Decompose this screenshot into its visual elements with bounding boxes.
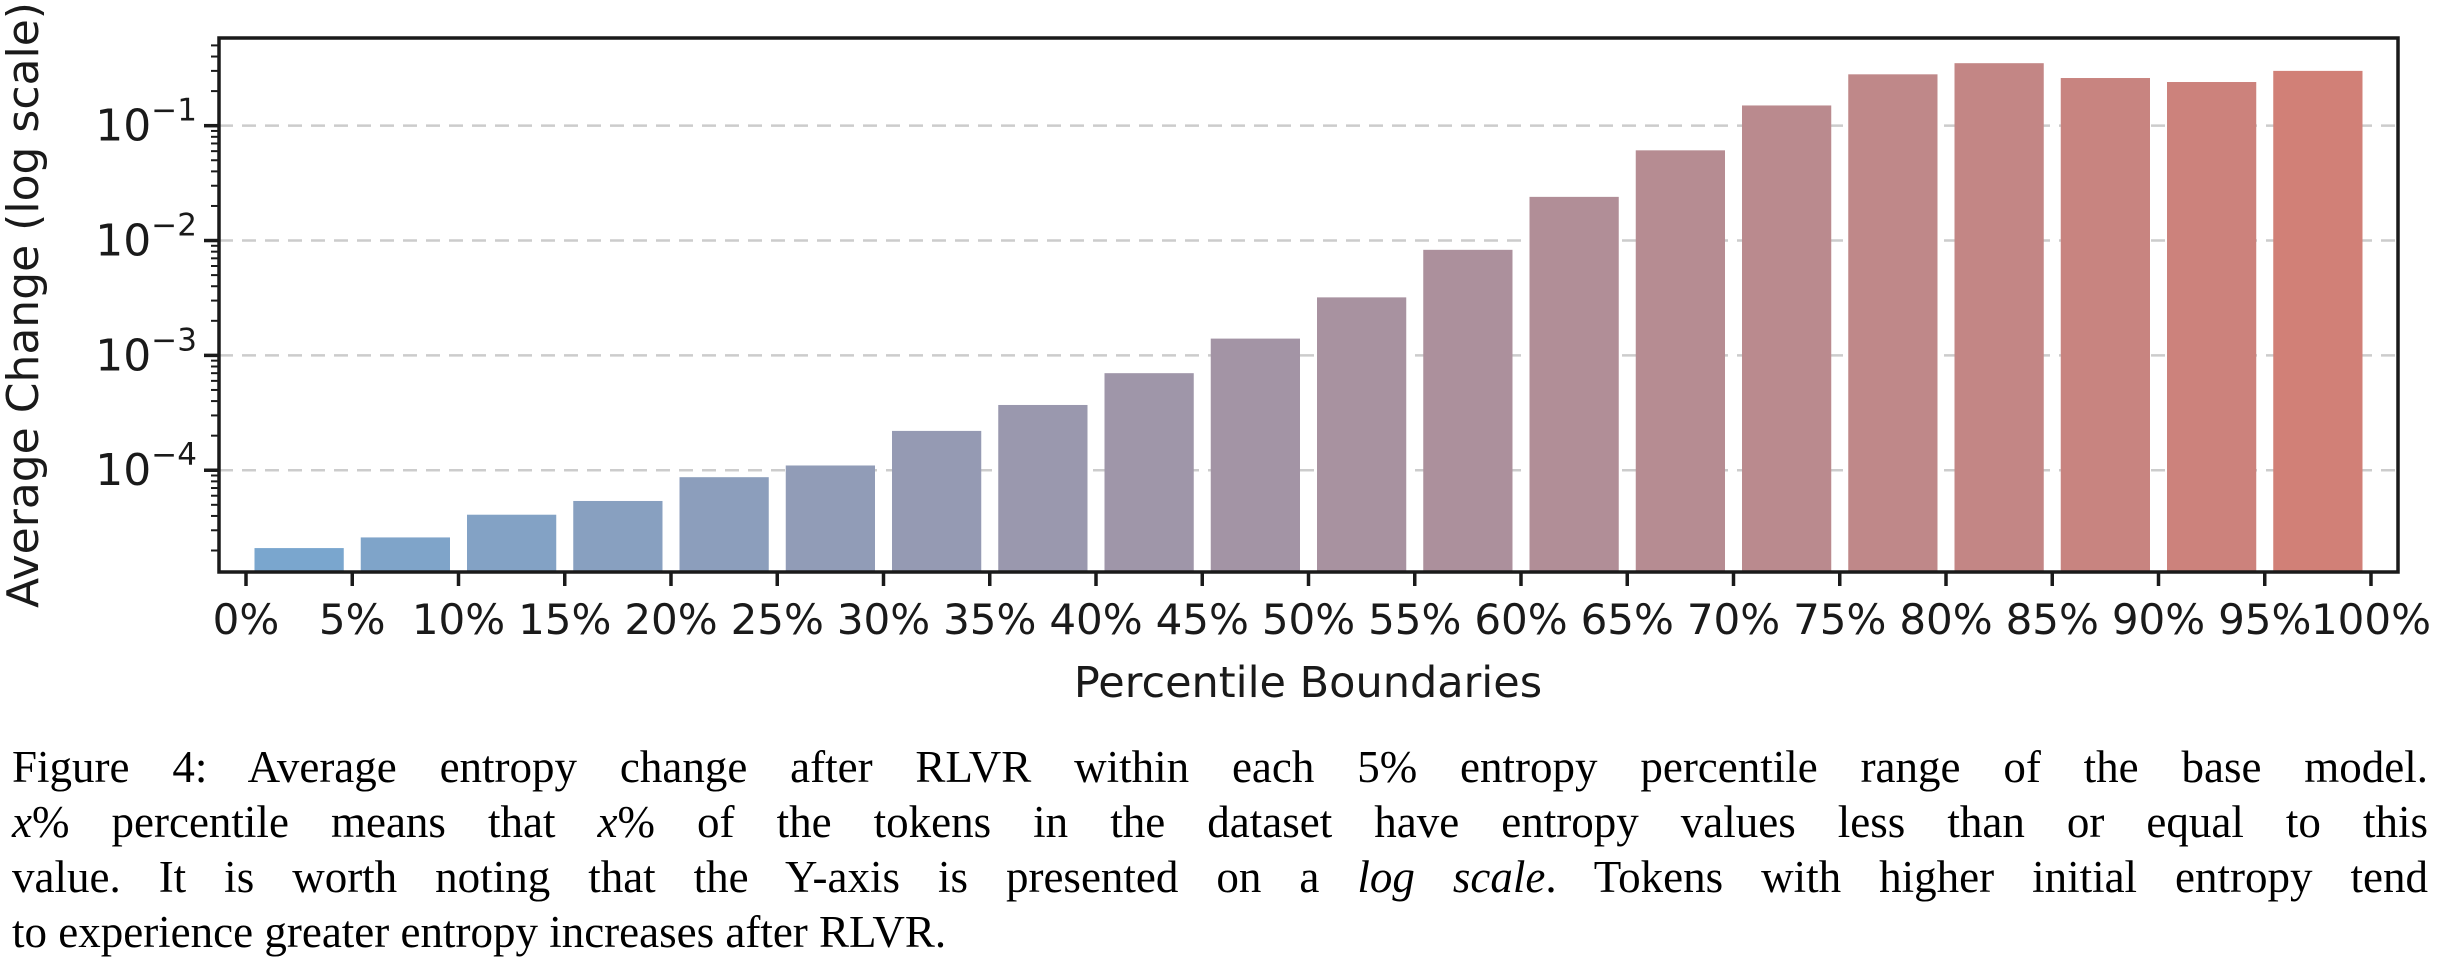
bar: [679, 477, 769, 572]
x-tick-label: 60%: [1474, 595, 1567, 644]
bar: [1742, 105, 1832, 572]
x-tick-label: 30%: [837, 595, 930, 644]
caption-italic-run: log scale: [1357, 852, 1546, 902]
bar: [254, 548, 344, 572]
caption-text-run: % of the tokens in the dataset have entr…: [617, 797, 2429, 847]
bar: [998, 404, 1088, 572]
y-tick-label: 10−2: [95, 208, 197, 267]
x-tick-label: 50%: [1262, 595, 1355, 644]
x-tick-label: 95%: [2218, 595, 2311, 644]
x-axis-label: Percentile Boundaries: [1074, 658, 1542, 708]
y-tick-label: 10−3: [95, 322, 197, 381]
entropy-change-bar-chart: 10−1 10−2 10−3 10−4 0% 5% 10% 15% 20% 25% 30% 35% 40…: [0, 2, 2431, 708]
caption-italic-run: x: [597, 797, 618, 847]
x-tick-label: 65%: [1581, 595, 1674, 644]
bar: [2167, 82, 2257, 572]
caption-italic-run: x: [12, 797, 32, 847]
y-axis-label: Average Change (log scale): [0, 2, 49, 608]
x-tick-label: 45%: [1156, 595, 1249, 644]
bar: [1423, 249, 1513, 572]
bar: [1317, 297, 1407, 572]
caption-line: value. It is worth noting that the Y-axi…: [12, 850, 2428, 905]
x-tick-label: 35%: [943, 595, 1036, 644]
x-tick-label: 25%: [731, 595, 824, 644]
bar: [1210, 338, 1300, 572]
bar: [360, 537, 450, 572]
caption-line: Figure 4: Average entropy change after R…: [12, 740, 2428, 795]
x-tick-label: 85%: [2006, 595, 2099, 644]
bar: [785, 465, 875, 572]
x-tick-label: 70%: [1687, 595, 1780, 644]
x-tick-label: 20%: [624, 595, 717, 644]
x-tick-label: 40%: [1049, 595, 1142, 644]
x-tick-label: 15%: [518, 595, 611, 644]
bar: [467, 514, 557, 572]
caption-text-run: value. It is worth noting that the Y-axi…: [12, 852, 1358, 902]
caption-text-run: Figure 4: Average entropy change after R…: [12, 742, 2428, 792]
bar: [1954, 63, 2044, 572]
x-tick-label: 90%: [2112, 595, 2205, 644]
caption-text-run: . Tokens with higher initial entropy ten…: [1545, 852, 2428, 902]
caption-line: x% percentile means that x% of the token…: [12, 795, 2428, 850]
x-tick-label: 80%: [1899, 595, 1992, 644]
caption-line: to experience greater entropy increases …: [12, 905, 2428, 960]
bar: [892, 430, 982, 572]
figure-caption: Figure 4: Average entropy change after R…: [12, 740, 2428, 960]
caption-text-run: to experience greater entropy increases …: [12, 907, 947, 957]
bar: [1848, 74, 1938, 572]
x-tick-label: 55%: [1368, 595, 1461, 644]
x-tick-label: 0%: [213, 595, 280, 644]
x-tick-label: 5%: [319, 595, 386, 644]
bar: [573, 500, 663, 572]
x-tick-label: 100%: [2311, 595, 2431, 644]
caption-text-run: % percentile means that: [31, 797, 598, 847]
y-tick-label: 10−4: [95, 437, 197, 496]
bar: [1529, 196, 1619, 572]
x-tick-label: 10%: [412, 595, 505, 644]
bar: [1635, 150, 1725, 572]
x-tick-label: 75%: [1793, 595, 1886, 644]
y-tick-label: 10−1: [95, 93, 197, 152]
bar: [1104, 373, 1194, 572]
bar: [2060, 78, 2150, 573]
bar: [2273, 70, 2363, 572]
